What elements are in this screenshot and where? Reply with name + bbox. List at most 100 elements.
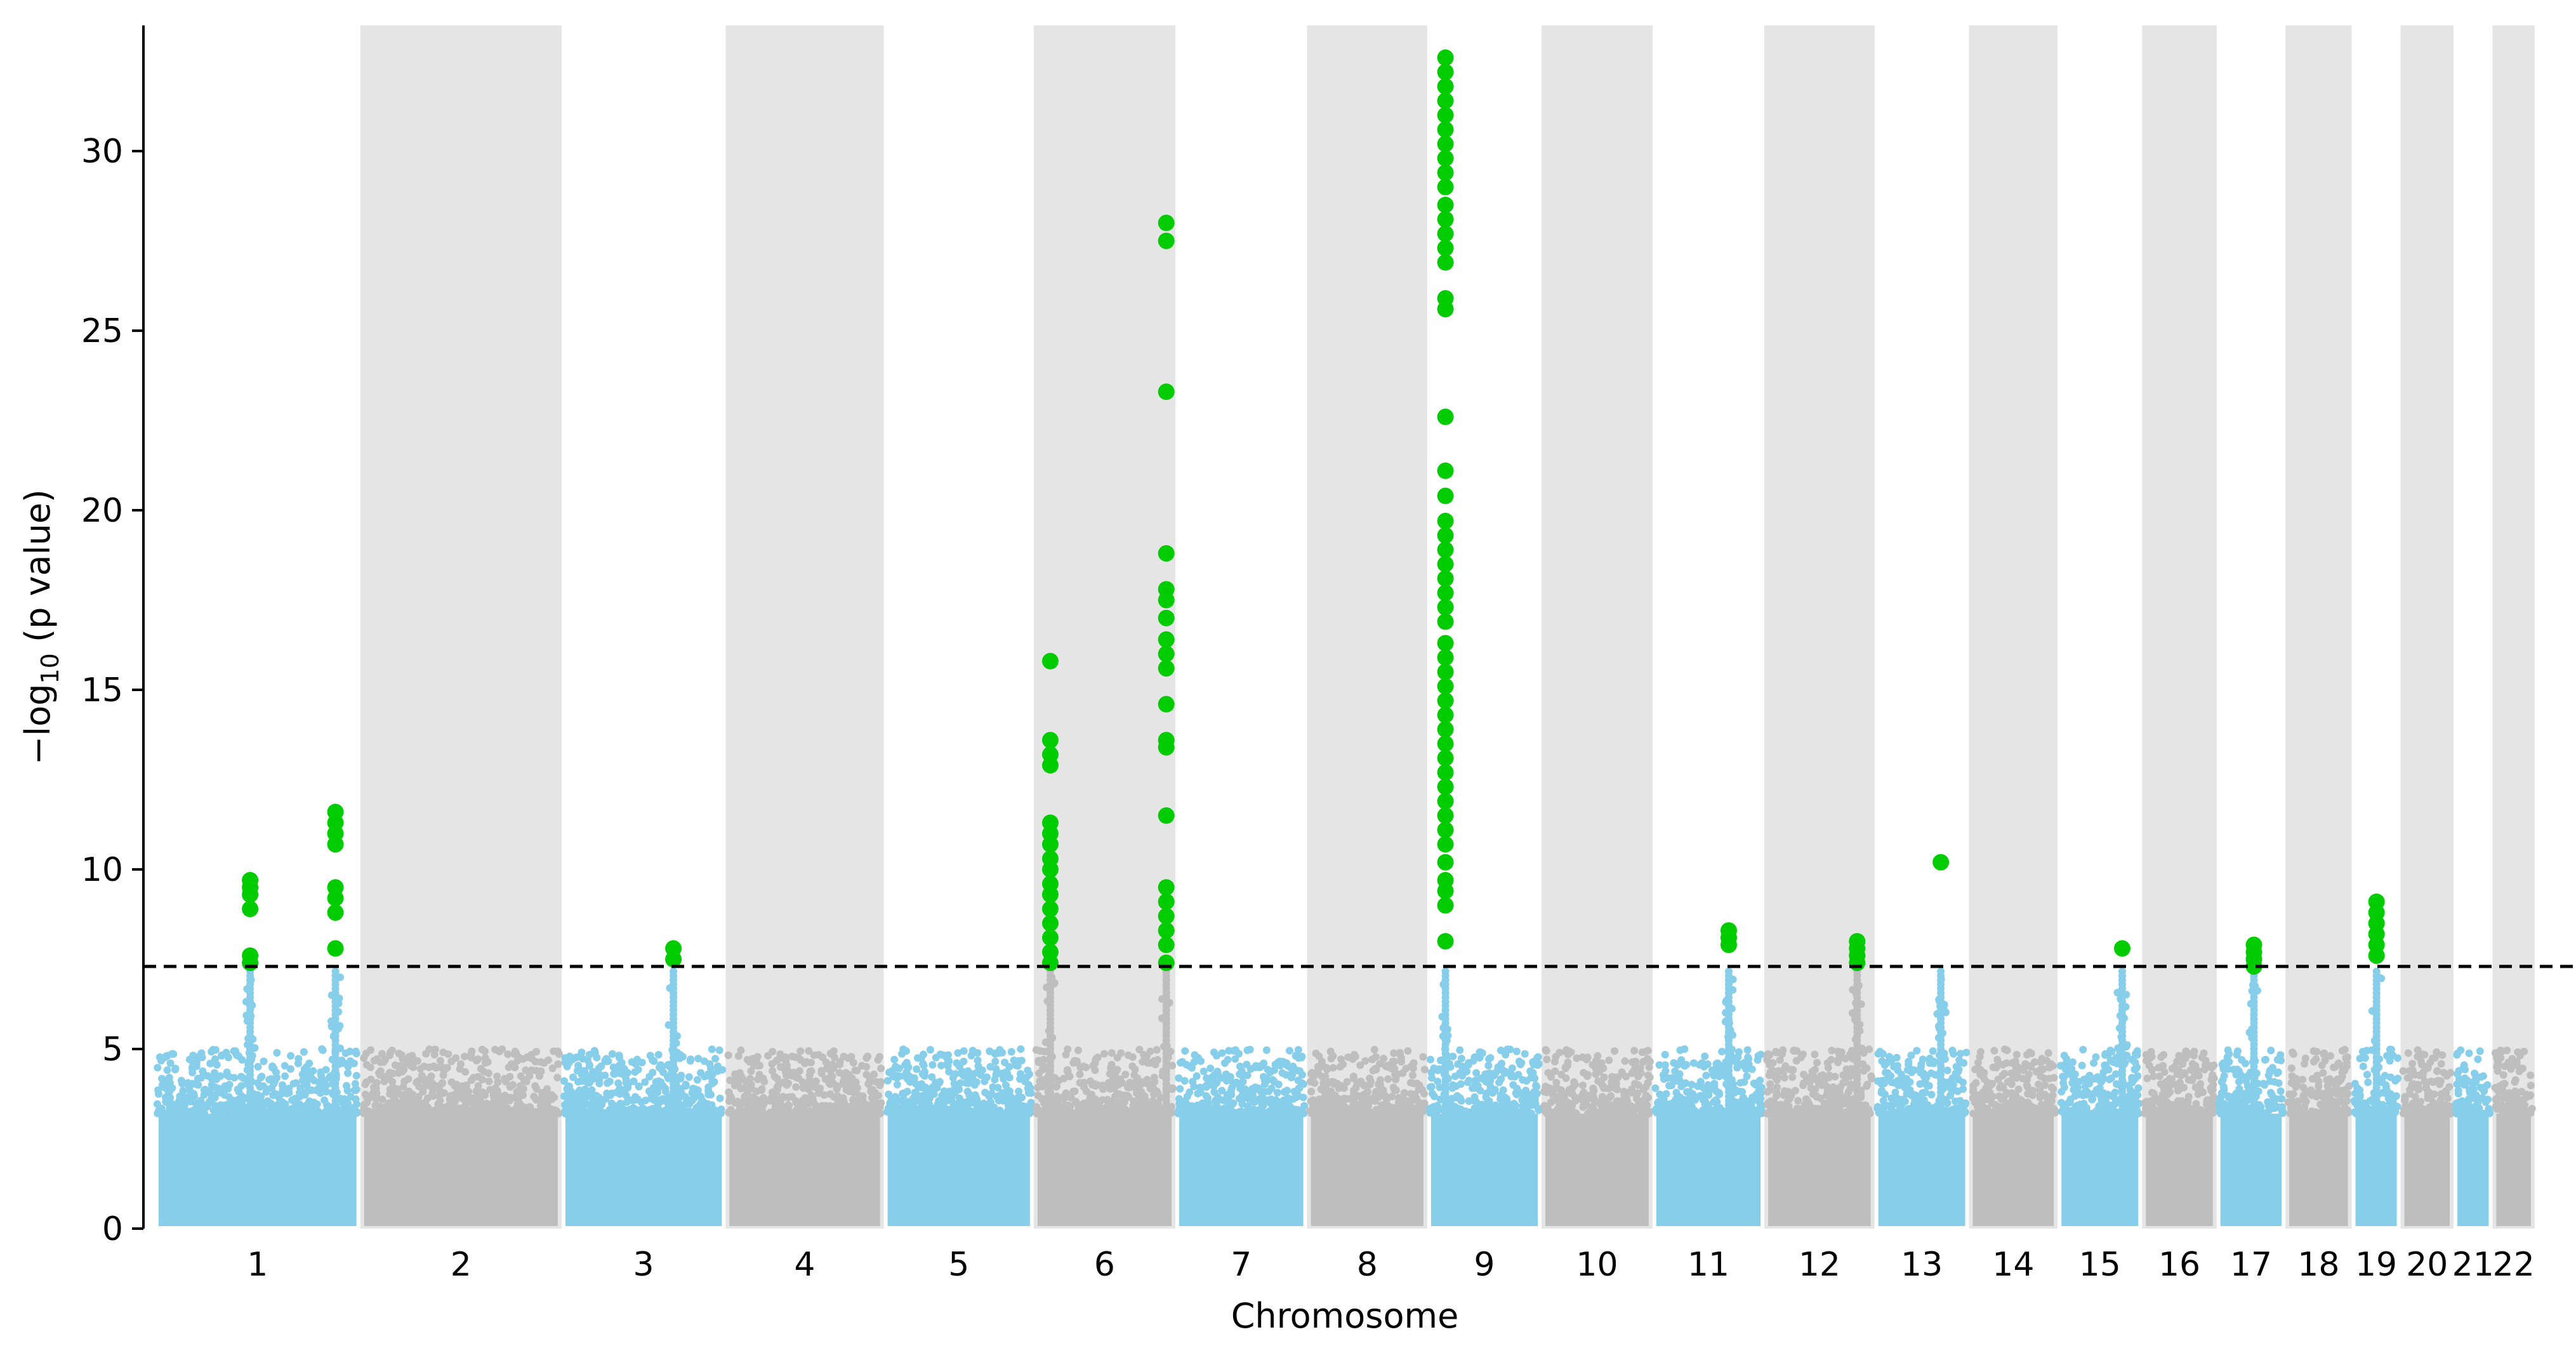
snp-point [405, 1053, 413, 1061]
snp-point [276, 1097, 284, 1105]
snp-point [1368, 1055, 1377, 1064]
point-cloud-1 [159, 1113, 357, 1226]
snp-point [915, 1083, 923, 1092]
snp-point [1460, 1109, 1468, 1117]
snp-point [300, 1048, 308, 1056]
snp-point [436, 1057, 444, 1065]
snp-point [858, 1062, 866, 1070]
snp-point [1495, 1078, 1503, 1086]
snp-point [1084, 1107, 1092, 1116]
snp-point [601, 1071, 609, 1079]
snp-point [231, 1047, 239, 1055]
snp-point [1748, 1065, 1756, 1073]
snp-point [662, 1109, 670, 1118]
snp-point [439, 1079, 447, 1087]
snp-point [1816, 1105, 1825, 1113]
snp-point [1589, 1085, 1597, 1093]
snp-point [904, 1075, 912, 1083]
snp-point [1419, 1053, 1427, 1061]
snp-point [1573, 1054, 1581, 1062]
snp-point [1630, 1046, 1639, 1055]
snp-point [893, 1081, 901, 1089]
chromosome-band-16 [2142, 25, 2217, 1229]
snp-point [635, 1083, 643, 1091]
snp-point [164, 1084, 172, 1092]
snp-point [1273, 1088, 1281, 1097]
snp-point [855, 1109, 863, 1117]
snp-point [505, 1063, 513, 1071]
snp-point [853, 1084, 861, 1092]
snp-point [1364, 1109, 1373, 1118]
snp-point [163, 1066, 171, 1074]
snp-point [467, 1050, 475, 1059]
snp-point [1521, 1050, 1529, 1058]
snp-point [1661, 1067, 1670, 1075]
snp-point [631, 1068, 639, 1076]
snp-point [1491, 1069, 1500, 1077]
point-cloud-13 [1878, 1113, 1965, 1226]
snp-point [1337, 1055, 1345, 1064]
snp-point [1327, 1055, 1335, 1063]
snp-point [608, 1050, 616, 1058]
snp-point [367, 1075, 375, 1083]
snp-point [725, 1088, 733, 1097]
snp-point [1686, 1093, 1694, 1101]
snp-point [779, 1062, 787, 1071]
snp-point [397, 1109, 406, 1118]
snp-point [874, 1056, 882, 1064]
snp-point [731, 1070, 739, 1078]
snp-point [395, 1050, 403, 1058]
snp-point [548, 1064, 557, 1072]
snp-point [405, 1087, 413, 1095]
snp-point [303, 1076, 312, 1085]
snp-point [839, 1079, 847, 1088]
snp-point [589, 1096, 597, 1104]
snp-point [1717, 1069, 1726, 1078]
snp-point [1224, 1109, 1232, 1117]
snp-point [1664, 1100, 1672, 1109]
snp-point [737, 1076, 745, 1084]
snp-point [629, 1104, 637, 1112]
snp-point [1598, 1093, 1606, 1101]
snp-point [972, 1093, 980, 1102]
snp-point [511, 1064, 519, 1072]
point-cloud-2 [364, 1113, 558, 1226]
snp-point [532, 1085, 541, 1093]
snp-point [1816, 1072, 1825, 1080]
snp-point [1146, 1047, 1154, 1055]
snp-point [281, 1072, 289, 1080]
snp-point [444, 1050, 452, 1059]
snp-point [1811, 1050, 1819, 1059]
snp-point [1375, 1106, 1383, 1114]
snp-point [1074, 1046, 1082, 1055]
snp-point [1218, 1049, 1226, 1057]
snp-point [791, 1053, 800, 1061]
snp-point [515, 1088, 523, 1097]
snp-point [573, 1067, 581, 1075]
snp-point [363, 1098, 371, 1106]
snp-point [1801, 1109, 1809, 1117]
snp-point [322, 1081, 331, 1089]
snp-point [476, 1093, 484, 1102]
snp-point [1498, 1059, 1506, 1067]
snp-point [1482, 1089, 1490, 1097]
snp-point [303, 1063, 311, 1071]
snp-point [1618, 1068, 1626, 1076]
snp-point [351, 1079, 359, 1088]
snp-point [1193, 1101, 1201, 1109]
snp-point [1034, 1092, 1042, 1100]
snp-point [1003, 1109, 1011, 1117]
snp-point [1500, 1095, 1508, 1103]
snp-point [788, 1093, 796, 1101]
snp-point [1153, 1046, 1161, 1054]
snp-point [1232, 1078, 1241, 1086]
snp-point [422, 1050, 430, 1058]
snp-point [1718, 1048, 1726, 1056]
snp-point [1390, 1057, 1398, 1066]
snp-point [1683, 1099, 1691, 1107]
snp-point [795, 1107, 803, 1116]
snp-point [399, 1083, 407, 1091]
snp-point [967, 1109, 975, 1118]
snp-point [240, 1094, 248, 1102]
snp-point [506, 1083, 514, 1091]
